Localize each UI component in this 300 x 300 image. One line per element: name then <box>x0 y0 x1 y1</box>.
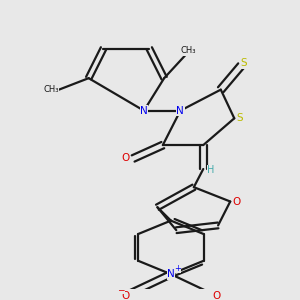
Text: O: O <box>121 292 129 300</box>
Text: S: S <box>237 113 243 123</box>
Text: N: N <box>176 106 184 116</box>
Text: −: − <box>117 285 124 294</box>
Text: CH₃: CH₃ <box>43 85 59 94</box>
Text: S: S <box>241 58 247 68</box>
Text: N: N <box>167 269 175 279</box>
Text: CH₃: CH₃ <box>181 46 196 55</box>
Text: H: H <box>208 165 215 175</box>
Text: O: O <box>233 196 241 206</box>
Text: +: + <box>174 264 181 273</box>
Text: N: N <box>140 106 148 116</box>
Text: O: O <box>212 292 221 300</box>
Text: O: O <box>122 154 130 164</box>
